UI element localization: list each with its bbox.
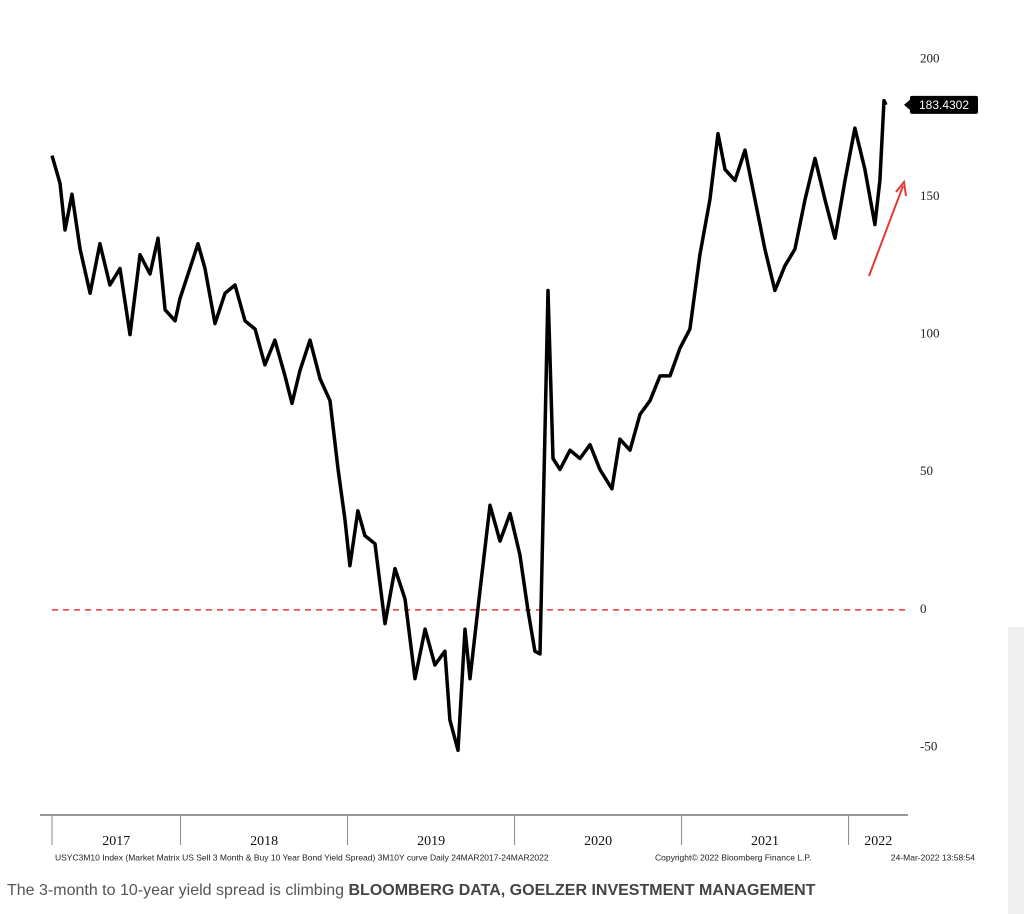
last-value-box xyxy=(910,95,978,114)
x-tick-label: 2022 xyxy=(864,834,892,849)
chart: -50 0 50 100 150 200 2017 2018 2019 2020 2021 2022 U… xyxy=(40,50,978,862)
x-tick-label: 2019 xyxy=(417,834,445,849)
caption-credit: BLOOMBERG DATA, GOELZER INVESTMENT MANAG… xyxy=(348,882,816,899)
source-note: USYC3M10 Index (Market Matrix US Sell 3 … xyxy=(55,852,549,862)
x-tick-label: 2017 xyxy=(102,834,130,849)
x-tick-label: 2020 xyxy=(584,834,612,849)
x-tick-label: 2021 xyxy=(751,834,779,849)
y-tick-label: -50 xyxy=(920,739,937,754)
caption: The 3-month to 10-year yield spread is c… xyxy=(7,882,815,900)
y-tick-label: 200 xyxy=(920,50,940,65)
caption-text: The 3-month to 10-year yield spread is c… xyxy=(7,882,345,899)
last-value-label: 183.4302 xyxy=(919,98,969,112)
data-line xyxy=(50,98,888,753)
y-tick-label: 50 xyxy=(920,463,933,478)
sidebar xyxy=(1008,627,1024,914)
trend-arrow xyxy=(868,179,907,277)
last-value-pointer xyxy=(904,98,911,111)
y-tick-label: 150 xyxy=(920,188,940,203)
source-note: 24-Mar-2022 13:58:54 xyxy=(891,852,975,862)
x-tick-label: 2018 xyxy=(250,834,278,849)
source-note: Copyright© 2022 Bloomberg Finance L.P. xyxy=(655,852,811,862)
y-tick-label: 0 xyxy=(920,601,927,616)
y-tick-label: 100 xyxy=(920,326,940,341)
